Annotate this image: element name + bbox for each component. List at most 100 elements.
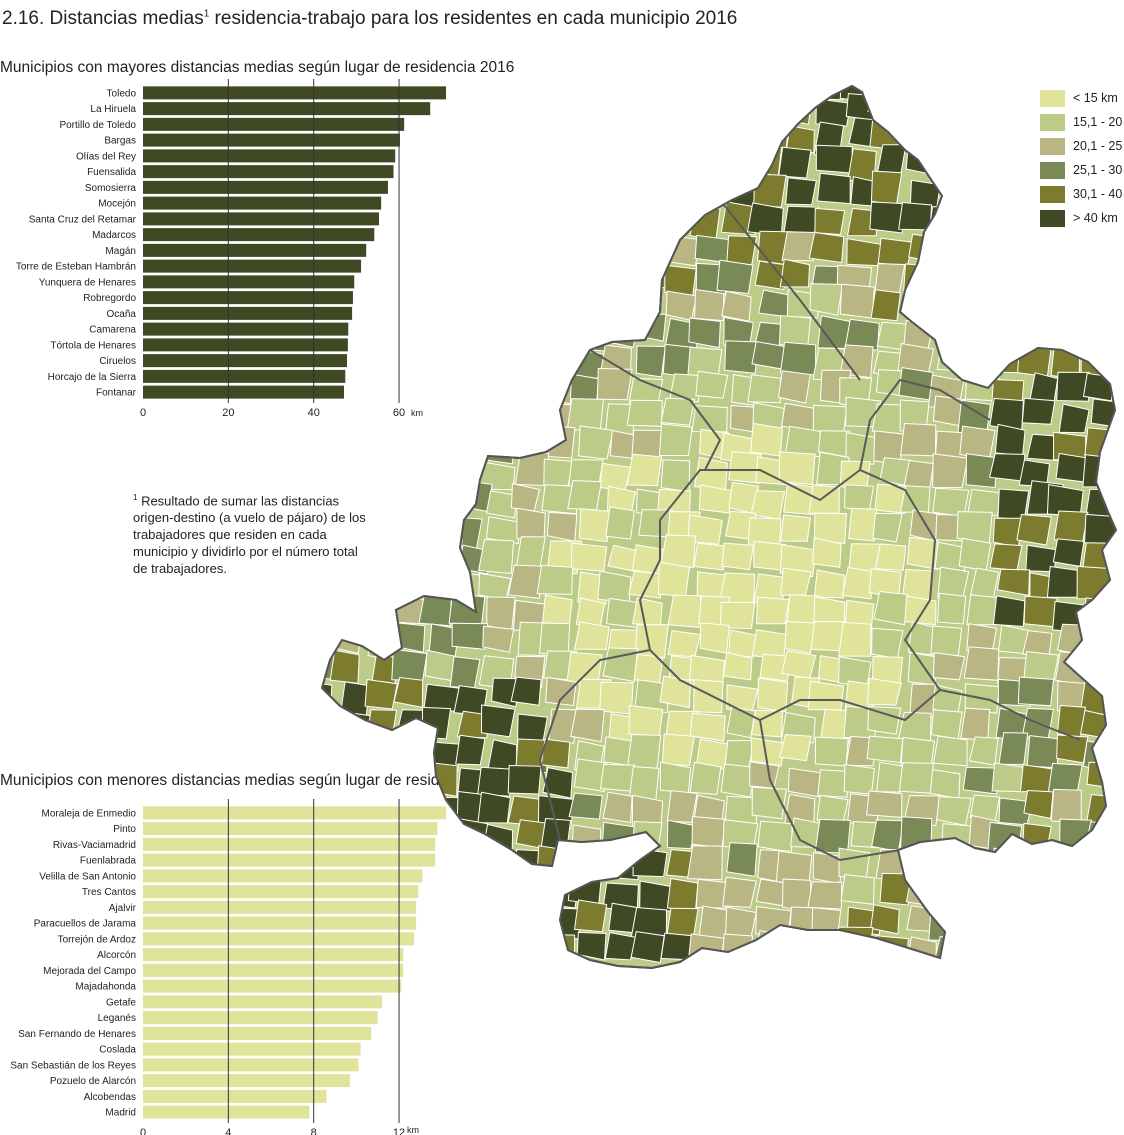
municipality (362, 428, 396, 462)
municipality (517, 118, 553, 150)
municipality (486, 596, 516, 632)
municipality (777, 93, 813, 125)
bar (143, 932, 414, 946)
municipality (1021, 397, 1056, 425)
municipality (785, 177, 817, 206)
category-label: Moraleja de Enmedio (42, 808, 137, 819)
municipality (337, 927, 374, 961)
bar (143, 86, 446, 100)
municipality (328, 344, 362, 375)
municipality (692, 86, 727, 93)
municipality (570, 708, 605, 743)
municipality (665, 148, 696, 180)
municipality (875, 86, 906, 99)
municipality (369, 403, 401, 436)
municipality (751, 88, 782, 119)
municipality (396, 542, 428, 577)
municipality (814, 207, 846, 236)
x-tick-label: 60 (393, 407, 405, 419)
municipality (394, 851, 432, 880)
municipality (784, 425, 821, 458)
municipality (425, 851, 463, 884)
municipality (1052, 538, 1085, 567)
municipality (579, 86, 610, 92)
category-label: Fontanar (96, 388, 137, 399)
municipality (635, 345, 666, 378)
municipality (366, 792, 402, 824)
municipality (541, 933, 576, 965)
municipality (900, 422, 937, 457)
municipality (451, 516, 483, 549)
municipality (483, 340, 515, 374)
municipality (400, 369, 431, 401)
municipality (536, 564, 574, 595)
municipality (327, 118, 364, 151)
municipality (719, 601, 756, 630)
bar (143, 916, 417, 930)
municipality (908, 286, 941, 315)
legend-swatch (1040, 113, 1065, 131)
category-label: Toledo (107, 88, 137, 99)
municipality (448, 316, 483, 345)
municipality (449, 204, 480, 235)
category-label: Velilla de San Antonio (39, 871, 136, 882)
municipality (629, 88, 665, 123)
category-label: Pozuelo de Alarcón (50, 1076, 136, 1087)
municipality (658, 423, 693, 456)
category-label: Horcajo de la Sierra (48, 372, 137, 383)
municipality (991, 258, 1024, 290)
municipality (816, 172, 851, 205)
municipality (867, 89, 904, 118)
municipality (336, 202, 373, 236)
municipality (1056, 734, 1089, 764)
municipality (334, 845, 367, 880)
municipality (1026, 735, 1059, 769)
municipality (485, 119, 520, 154)
municipality (994, 179, 1030, 213)
municipality (630, 931, 665, 964)
municipality (421, 462, 455, 491)
municipality (728, 629, 759, 658)
municipality (1088, 933, 1116, 962)
municipality (696, 93, 733, 128)
municipality (697, 120, 727, 150)
municipality (602, 791, 633, 824)
municipality (841, 566, 877, 600)
legend-item: > 40 km (1040, 206, 1122, 230)
municipality (843, 763, 876, 795)
bar (143, 149, 396, 163)
municipality (1029, 850, 1059, 879)
municipality (479, 930, 516, 961)
municipality (515, 366, 552, 402)
municipality (478, 849, 514, 880)
municipality (511, 399, 545, 434)
municipality (459, 235, 492, 265)
municipality (392, 819, 423, 850)
municipality (394, 902, 430, 937)
category-label: Leganés (98, 1013, 136, 1024)
municipality (998, 732, 1029, 765)
municipality (330, 738, 367, 773)
municipality (626, 399, 663, 427)
municipality (929, 769, 961, 800)
x-tick-label: 4 (225, 1127, 231, 1135)
municipality (576, 849, 610, 879)
municipality (359, 844, 390, 876)
municipality (359, 933, 390, 964)
category-label: Alcorcón (97, 950, 136, 961)
category-label: Coslada (99, 1045, 136, 1056)
municipality (338, 789, 371, 820)
municipality (449, 656, 481, 689)
municipality (322, 617, 330, 654)
municipality (905, 86, 935, 98)
bar (143, 1011, 378, 1025)
municipality (1022, 822, 1052, 853)
municipality (626, 453, 663, 487)
comarca-boundary (939, 689, 1081, 741)
municipality (393, 736, 429, 771)
municipality (426, 929, 457, 958)
legend-label: 15,1 - 20 (1073, 115, 1123, 129)
municipality (934, 936, 965, 965)
municipality (666, 877, 699, 913)
legend-item: 20,1 - 25 (1040, 134, 1122, 158)
